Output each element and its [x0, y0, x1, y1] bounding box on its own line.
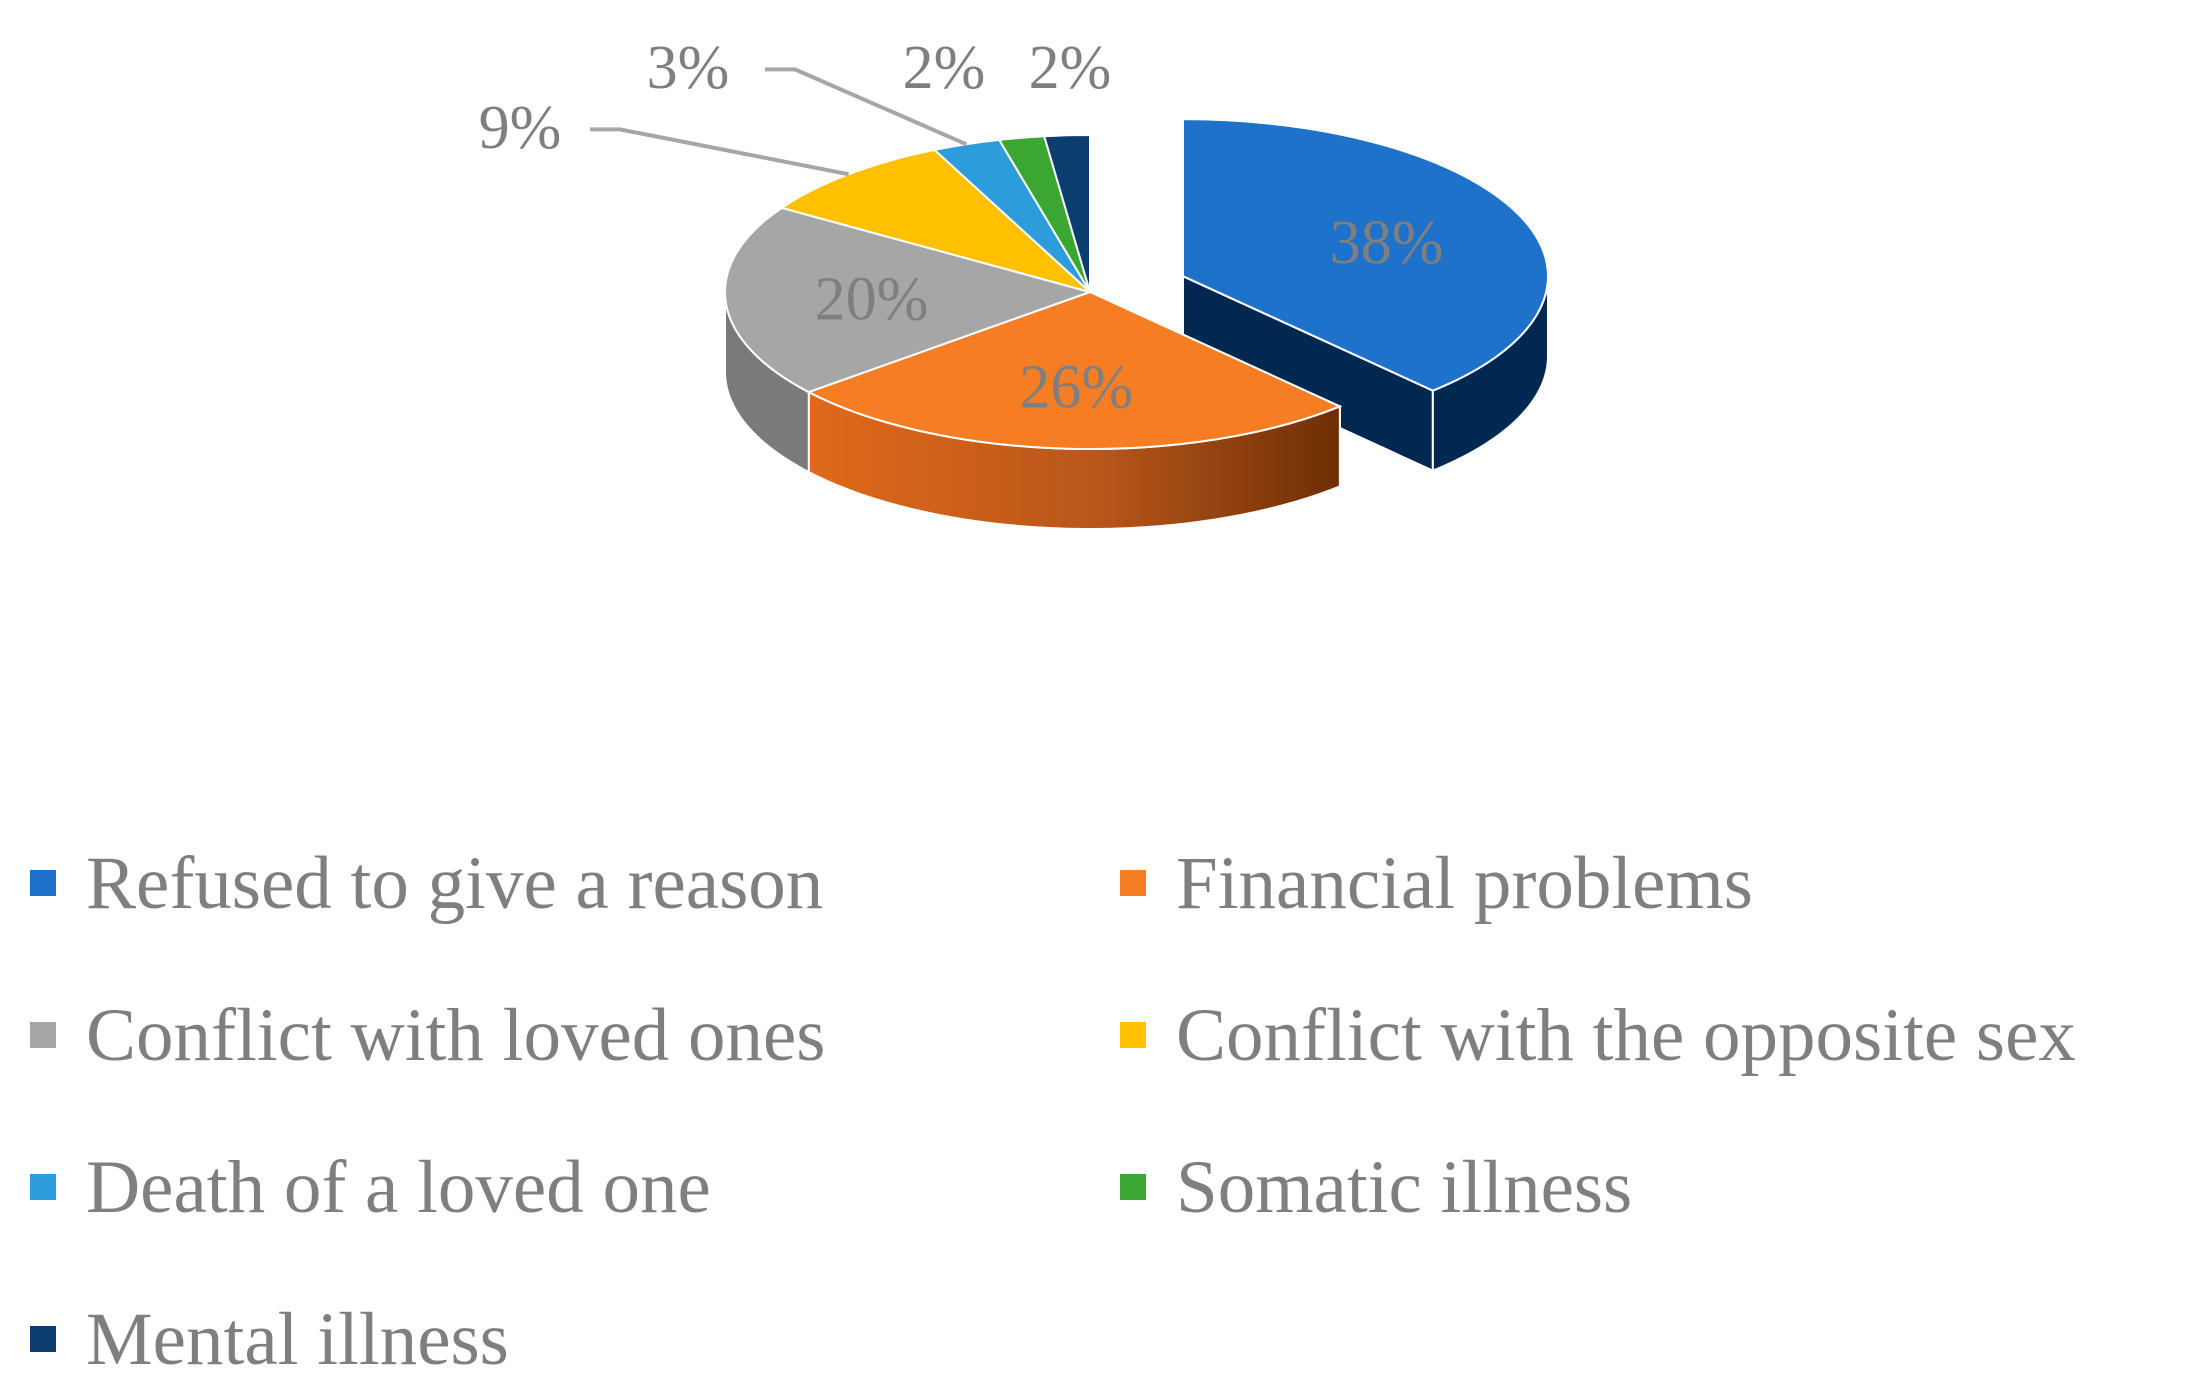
data-label-financial-problems: 26%	[1019, 354, 1133, 422]
legend-swatch	[1120, 1022, 1146, 1048]
legend-item-conflict-opposite-sex: Conflict with the opposite sex	[1120, 990, 2190, 1080]
legend-label: Death of a loved one	[86, 1145, 711, 1229]
leader-line-death-of-a-loved-one	[765, 67, 968, 147]
pie-tops	[724, 118, 1549, 450]
legend-item-financial: Financial problems	[1120, 838, 2190, 928]
data-label-refused-to-give-a-reason: 38%	[1330, 209, 1444, 277]
legend-swatch	[1120, 1174, 1146, 1200]
data-labels: 38% 26% 20% 9% 3% 2% 2%	[479, 34, 1444, 422]
legend-swatch	[30, 870, 56, 896]
data-label-somatic-illness: 2%	[903, 34, 986, 102]
pie-slice-financial-problems	[806, 290, 1343, 450]
pie-slice-conflict-with-the-opposite-sex	[779, 148, 1091, 293]
legend-label: Conflict with the opposite sex	[1176, 993, 2076, 1077]
leader-line-conflict-with-the-opposite-sex	[590, 127, 850, 177]
legend-label: Financial problems	[1176, 841, 1753, 925]
pie-slice-mental-illness	[1042, 133, 1091, 293]
legend-item-conflict-loved-ones: Conflict with loved ones	[30, 990, 1120, 1080]
legend-swatch	[30, 1022, 56, 1048]
legend-label: Refused to give a reason	[86, 841, 824, 925]
legend-label: Somatic illness	[1176, 1145, 1633, 1229]
data-label-conflict-with-the-opposite-sex: 9%	[479, 94, 562, 162]
legend-item-death: Death of a loved one	[30, 1142, 1120, 1232]
legend-label: Conflict with loved ones	[86, 993, 826, 1077]
legend-item-mental: Mental illness	[30, 1294, 1120, 1384]
legend-swatch	[30, 1174, 56, 1200]
legend-item-somatic: Somatic illness	[1120, 1142, 2190, 1232]
legend: Refused to give a reason Financial probl…	[30, 838, 2190, 1384]
legend-swatch	[30, 1326, 56, 1352]
legend-item-refused: Refused to give a reason	[30, 838, 1120, 928]
leader-lines	[590, 67, 968, 177]
pie-slice-refused-to-give-a-reason	[1181, 118, 1549, 392]
data-label-death-of-a-loved-one: 3%	[647, 34, 730, 102]
legend-swatch	[1120, 870, 1146, 896]
legend-label: Mental illness	[86, 1297, 509, 1381]
pie-slice-conflict-with-loved-ones	[724, 206, 1094, 394]
data-label-conflict-with-loved-ones: 20%	[815, 266, 929, 334]
data-label-mental-illness: 2%	[1029, 34, 1112, 102]
